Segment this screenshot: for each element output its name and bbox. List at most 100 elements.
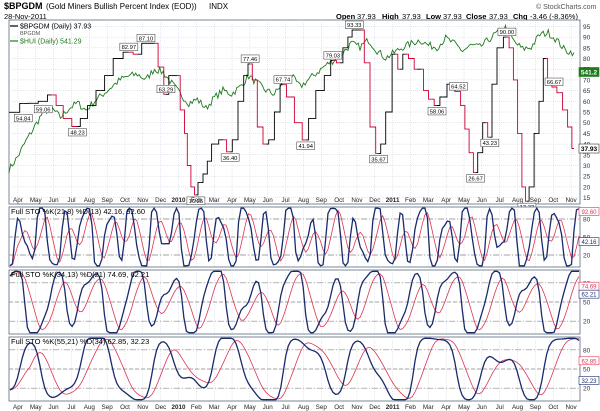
bpgdm-segment [411,58,418,70]
bpgdm-segment [320,75,329,92]
bpgdm-segment [282,84,291,98]
open-value: 37.93 [357,12,376,21]
x-tick-label-top: Oct [548,197,558,204]
watermark: © StockCharts.com [536,3,597,11]
sto-k-line [9,206,580,267]
sto-last-value-box [578,376,600,385]
y-tick-label: 80 [583,56,591,63]
bpgdm-segment [128,51,138,55]
x-tick-label-bottom: Mar [423,404,434,411]
y-tick-label: 15 [583,195,591,202]
x-tick-label-top: May [458,197,471,204]
bpgdm-segment [489,83,495,138]
bpgdm-segment [241,75,246,102]
bpgdm-segment [515,79,520,134]
bpgdm-segment [200,173,206,184]
bpgdm-segment [188,165,194,188]
x-tick-label-bottom: Sep [316,404,328,411]
bpgdm-segment [345,36,350,49]
x-tick-label-bottom: Jun [49,404,60,411]
pivot-label-box [296,141,316,150]
y-tick-label: 50 [583,120,591,127]
bpgdm-segment [161,66,166,95]
pivot-label: 36.40 [223,156,238,162]
x-tick-label-bottom: 2011 [386,404,400,411]
legend: $BPGDM (Daily) 37.93 BPGDM $HUI (Daily) … [10,24,91,46]
x-tick-label-top: 2011 [386,197,400,204]
x-tick-label-top: Oct [334,197,344,204]
sto-k-line [9,270,579,334]
pivot-label: 59.06 [36,107,51,113]
pivot-label: 35.67 [371,157,386,163]
bpgdm-segment [511,47,516,81]
bpgdm-segment [554,86,560,94]
x-tick-label-bottom: Feb [191,404,202,411]
pivot-label: 58.06 [430,109,445,115]
bpgdm-segment [305,117,312,141]
x-tick-label-bottom: Jul [282,404,290,411]
y-tick-label: 50 [583,367,591,374]
bpgdm-segment [250,63,255,81]
x-tick-label-top: Mar [423,197,434,204]
sto-last-value-box [578,237,600,247]
x-tick-label-bottom: Oct [548,404,558,411]
close-value: 37.93 [489,12,508,21]
high-label: High [382,12,399,21]
pivot-label: 93.33 [347,23,362,29]
y-tick-label: 65 [583,88,591,95]
bpgdm-segment [437,96,443,106]
x-tick-label-bottom: Nov [351,404,363,411]
bpgdm-segment [33,100,44,104]
x-tick-label-bottom: Nov [565,404,577,411]
bpgdm-segment [565,109,570,128]
bpgdm-segment [382,111,389,145]
x-tick-label-bottom: Aug [512,404,524,411]
y-tick-label: 55 [583,110,591,117]
bpgdm-segment [77,117,84,127]
bpgdm-segment [485,122,490,138]
chg-label: Chg [513,12,528,21]
bpgdm-segment [271,111,278,141]
legend-bpgdm: $BPGDM (Daily) 37.93 [20,24,91,31]
bpgdm-segment [214,139,223,145]
last-value-label: 37.93 [581,146,598,153]
pivot-label: 64.52 [451,85,466,91]
pivot-label: 82.97 [122,45,137,51]
x-tick-label-bottom: Jun [263,404,274,411]
last-value-box [578,143,600,154]
sto-last-value-label: 62.21 [581,293,597,299]
x-tick-label-bottom: Mar [209,404,220,411]
bpgdm-segment [340,47,346,64]
x-tick-label-top: Sep [102,197,114,204]
x-tick-label-top: Nov [351,197,363,204]
y-tick-label: 70 [583,77,591,84]
bpgdm-segment [531,132,537,188]
x-tick-label-top: Jun [477,197,488,204]
bpgdm-segment [405,53,412,59]
x-tick-label-top: Aug [84,197,96,204]
bpgdm-segment [185,132,189,166]
y-tick-label: 50 [583,300,591,307]
bpgdm-segment [526,186,532,202]
x-tick-label-top: Jul [67,197,75,204]
x-tick-label-top: Dec [369,197,380,204]
x-axis: Apr Apr May May Jun Jun Jul Jul Aug Aug Sep Sep Oct O… [13,197,578,411]
bpgdm-segment [559,92,566,111]
bpgdm-segment [223,139,231,153]
sto-d-line [9,272,580,331]
bpgdm-segment [108,58,118,77]
low-value: 37.93 [443,12,462,21]
chart-symbol: $BPGDM [4,1,43,11]
x-tick-label-top: Jul [282,197,290,204]
pivot-label-box [186,196,206,205]
bpgdm-segment [254,79,261,128]
x-tick-label-top: Feb [191,197,202,204]
bpgdm-segment [137,42,146,55]
pivot-label-box [220,153,240,162]
pivot-label: 41.94 [299,144,314,150]
bpgdm-segment [479,122,486,154]
bpgdm-segment [569,126,574,149]
y-tick-label: 25 [583,174,591,181]
